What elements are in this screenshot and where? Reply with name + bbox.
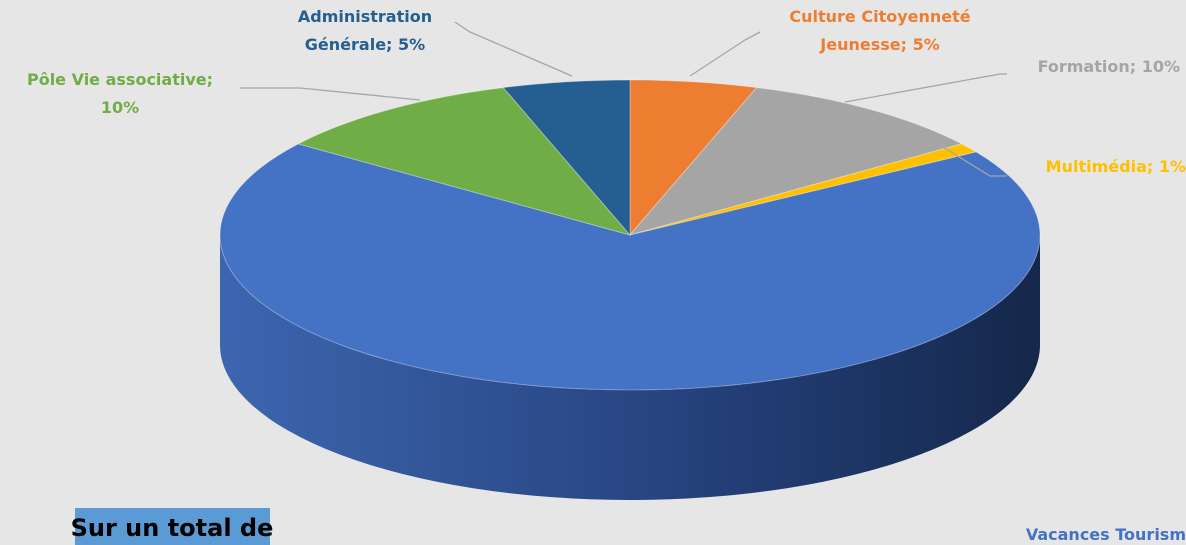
data-label: 10% [101,98,139,117]
leader-line [240,87,421,101]
data-label: Vacances Tourism [1026,525,1186,544]
leader-line [844,73,1007,103]
data-label: Multimédia; 1% [1046,157,1186,176]
slice [628,87,964,236]
data-label: Générale; 5% [305,35,425,54]
data-label: Culture Citoyenneté [789,7,970,26]
data-label: Formation; 10% [1038,57,1180,76]
leader-line [689,31,761,77]
data-label: Administration [298,7,432,26]
slice [629,143,978,236]
leader-line [454,21,573,77]
slice [502,79,631,237]
slice [629,79,758,237]
data-label: Pôle Vie associative; [27,70,213,89]
slice [219,143,1041,391]
data-label: Jeunesse; 5% [819,35,939,54]
slice [296,87,632,236]
annotation: Sur un total de [71,514,274,542]
leader-line [934,141,1007,177]
slice-side [220,235,1040,500]
annotation-box [75,508,270,545]
